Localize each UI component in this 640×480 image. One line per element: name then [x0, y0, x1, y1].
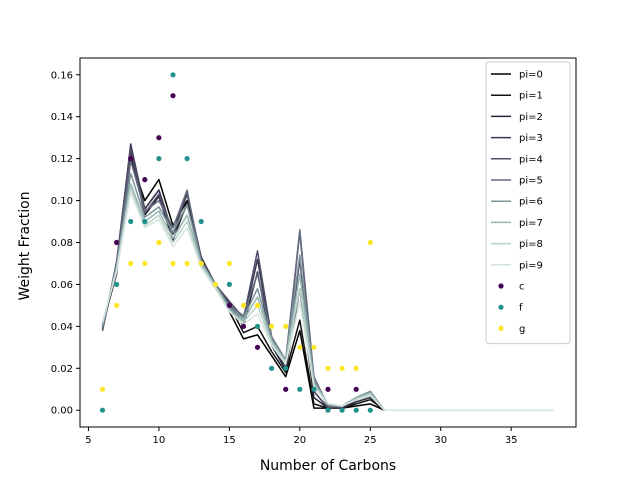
point-f — [325, 407, 331, 413]
legend-box — [485, 61, 571, 345]
y-tick-label: 0.04 — [51, 322, 73, 333]
x-tick-label: 20 — [293, 435, 306, 446]
legend-label-f: f — [519, 303, 523, 314]
legend-marker-g — [498, 325, 504, 331]
legend-label-pi=8: pi=8 — [519, 239, 543, 250]
axes: 5 10 15 20 25 30 35 0.00 0.02 0.04 0.06 0.08 0.10 0.1… — [51, 57, 577, 446]
point-g — [156, 239, 162, 246]
point-g — [367, 239, 373, 246]
y-tick-label: 0.14 — [51, 112, 73, 123]
point-f — [367, 407, 373, 413]
point-g — [297, 344, 303, 350]
legend-label-pi=1: pi=1 — [519, 91, 543, 102]
point-g — [325, 365, 331, 371]
point-g — [212, 281, 218, 287]
point-f — [184, 156, 190, 162]
point-g — [128, 260, 134, 267]
point-c — [226, 302, 232, 308]
legend-label-pi=2: pi=2 — [519, 112, 543, 123]
point-f — [226, 281, 232, 287]
point-f — [254, 323, 261, 329]
point-c — [353, 386, 359, 392]
legend-label-pi=5: pi=5 — [519, 176, 543, 187]
point-c — [240, 323, 247, 329]
point-g — [226, 260, 232, 267]
x-tick-label: 25 — [364, 435, 377, 446]
y-axis-label: Weight Fraction — [17, 191, 33, 300]
x-tick-label: 5 — [85, 435, 91, 446]
point-c — [128, 156, 134, 162]
point-c — [114, 239, 120, 246]
x-tick-label: 35 — [505, 435, 518, 446]
legend-marker-f — [498, 304, 504, 310]
y-tick-label: 0.00 — [51, 406, 73, 417]
point-c — [254, 344, 261, 350]
x-tick-label: 30 — [434, 435, 447, 446]
point-c — [142, 177, 148, 183]
y-tick-label: 0.10 — [51, 196, 73, 207]
legend-label-pi=4: pi=4 — [519, 154, 543, 165]
point-f — [156, 156, 162, 162]
point-c — [283, 386, 289, 392]
point-g — [114, 302, 120, 308]
legend-label-g: g — [519, 324, 525, 335]
point-f — [170, 72, 176, 78]
y-tick-label: 0.08 — [51, 238, 73, 249]
y-tick-label: 0.12 — [51, 154, 73, 165]
point-f — [269, 365, 275, 371]
y-tick-label: 0.02 — [51, 364, 73, 375]
legend-label-pi=6: pi=6 — [519, 197, 543, 208]
point-c — [170, 93, 176, 99]
legend: pi=0 pi=1 pi=2 pi=3 pi=4 pi=5 pi=6 pi=7 pi=8 pi=9… — [485, 61, 571, 345]
point-f — [339, 407, 345, 413]
legend-label-pi=9: pi=9 — [519, 260, 543, 271]
x-tick-label: 10 — [153, 435, 166, 446]
plot-area — [99, 72, 554, 413]
point-g — [339, 365, 345, 371]
point-g — [142, 260, 148, 267]
point-g — [269, 323, 275, 329]
point-g — [99, 386, 106, 392]
series-line-pi=9 — [101, 191, 554, 411]
legend-label-pi=7: pi=7 — [519, 218, 543, 229]
point-g — [170, 260, 176, 267]
point-f — [297, 386, 303, 392]
point-g — [254, 302, 261, 308]
point-f — [198, 218, 204, 225]
point-g — [240, 302, 247, 308]
point-g — [198, 260, 204, 267]
x-tick-label: 15 — [223, 435, 236, 446]
y-tick-label: 0.06 — [51, 280, 73, 291]
y-tick-label: 0.16 — [51, 70, 73, 81]
point-f — [99, 407, 106, 413]
point-g — [353, 365, 359, 371]
point-f — [128, 218, 134, 225]
point-f — [311, 386, 317, 392]
point-f — [283, 365, 289, 371]
point-f — [142, 218, 148, 225]
point-c — [325, 386, 331, 392]
point-f — [353, 407, 359, 413]
legend-label-pi=0: pi=0 — [519, 70, 543, 81]
point-g — [184, 260, 190, 267]
point-c — [156, 135, 162, 141]
point-g — [311, 344, 317, 350]
point-g — [283, 323, 289, 329]
legend-label-pi=3: pi=3 — [519, 133, 543, 144]
legend-label-c: c — [519, 282, 525, 293]
legend-marker-c — [498, 283, 504, 289]
point-f — [114, 281, 120, 287]
x-axis-label: Number of Carbons — [260, 458, 396, 474]
